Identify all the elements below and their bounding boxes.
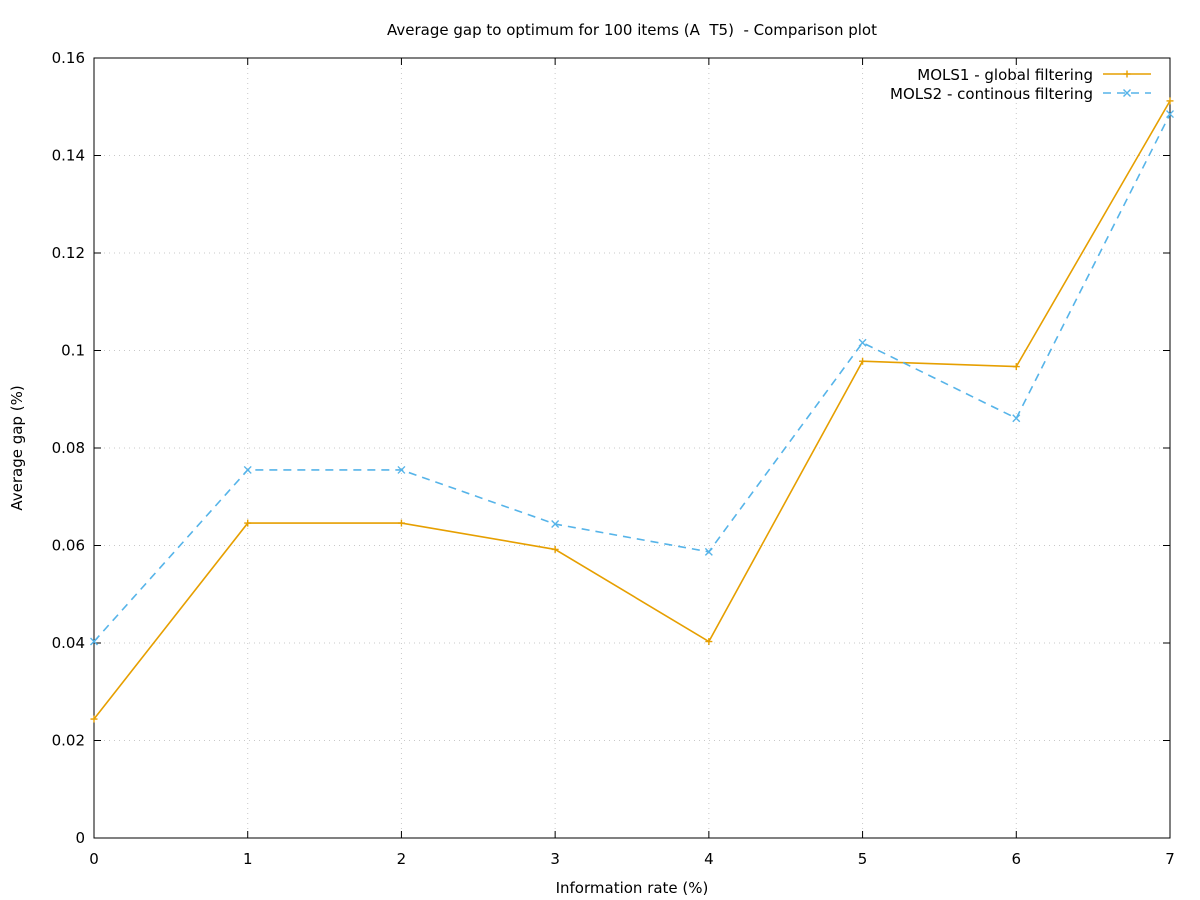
legend-marker-mols1 <box>1123 70 1131 78</box>
x-tick-label: 6 <box>1012 850 1022 868</box>
legend-marker-mols2 <box>1123 89 1131 97</box>
data-point <box>397 465 406 474</box>
y-tick-label: 0.08 <box>52 439 85 457</box>
x-tick-label: 1 <box>243 850 253 868</box>
legend-entry-mols1: MOLS1 - global filtering <box>917 66 1151 84</box>
legend-marker-symbol <box>1123 70 1131 78</box>
y-tick-label: 0.16 <box>52 49 85 67</box>
x-tick-label: 4 <box>704 850 714 868</box>
legend-marker-symbol <box>1123 89 1131 97</box>
data-point <box>551 520 560 529</box>
marker-stroke <box>551 520 560 529</box>
data-point <box>90 715 98 723</box>
grid <box>94 58 1170 838</box>
x-axis-title: Information rate (%) <box>556 879 709 897</box>
marker-stroke <box>1166 110 1174 119</box>
marker-stroke <box>858 338 867 347</box>
data-point <box>243 465 252 474</box>
data-point <box>244 519 252 527</box>
data-point <box>551 545 559 553</box>
x-tick-label: 2 <box>397 850 407 868</box>
data-point <box>90 637 98 646</box>
series-line-mols1 <box>93 100 1171 720</box>
marker-stroke <box>1012 414 1021 423</box>
series-mols1 <box>90 97 1174 723</box>
data-point <box>1166 110 1174 119</box>
legend-label-mols2: MOLS2 - continous filtering <box>890 85 1093 103</box>
y-tick-label: 0.04 <box>52 634 85 652</box>
series-layer <box>90 97 1174 723</box>
y-tick-label: 0.02 <box>52 732 85 750</box>
y-tick-label: 0.1 <box>61 342 85 360</box>
data-point <box>705 638 713 646</box>
marker-stroke <box>397 465 406 474</box>
data-point <box>1012 363 1020 371</box>
chart-title: Average gap to optimum for 100 items (A … <box>387 21 877 39</box>
data-point <box>858 338 867 347</box>
legend: MOLS1 - global filtering MOLS2 - contino… <box>890 66 1151 103</box>
x-tick-label: 7 <box>1165 850 1175 868</box>
plot-area-border <box>93 57 1171 839</box>
axis-ticks: 0 1 2 3 4 5 6 7 0 0.02 0.04 0.06 0.08 0.1 0.12 0.14 0.16 <box>52 49 1175 868</box>
data-point <box>1012 414 1021 423</box>
marker-stroke <box>90 637 98 646</box>
data-point <box>397 519 405 527</box>
legend-label-mols1: MOLS1 - global filtering <box>917 66 1093 84</box>
series-line-mols2 <box>93 113 1171 643</box>
legend-entry-mols2: MOLS2 - continous filtering <box>890 85 1151 103</box>
y-tick-label: 0 <box>75 829 85 847</box>
x-tick-label: 3 <box>550 850 560 868</box>
marker-stroke <box>243 465 252 474</box>
marker-stroke <box>1123 89 1131 97</box>
marker-stroke <box>704 547 713 556</box>
y-tick-label: 0.14 <box>52 147 85 165</box>
y-axis-title: Average gap (%) <box>8 385 26 510</box>
x-tick-label: 0 <box>89 850 99 868</box>
series-mols2 <box>90 110 1174 646</box>
y-tick-label: 0.12 <box>52 244 85 262</box>
data-point <box>859 357 867 365</box>
data-point <box>704 547 713 556</box>
y-tick-label: 0.06 <box>52 537 85 555</box>
x-tick-label: 5 <box>858 850 868 868</box>
data-point <box>1166 97 1174 105</box>
